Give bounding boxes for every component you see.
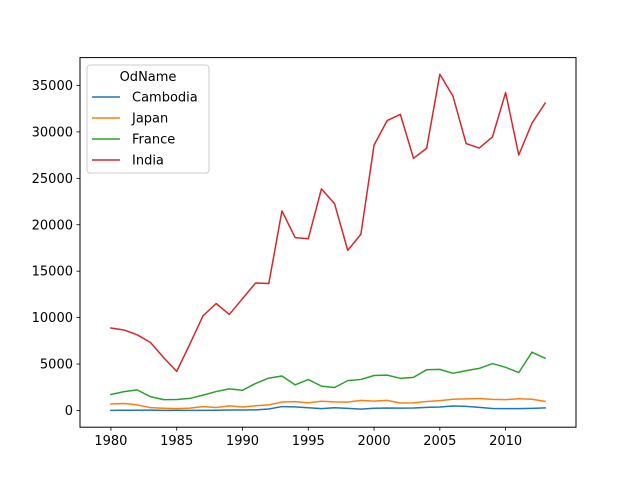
y-axis: 0 5000 10000 15000 20000 25000 30000 35000 — [32, 79, 80, 419]
y-tick-label: 30000 — [32, 125, 73, 140]
x-axis: 1980 1985 1990 1995 2000 2005 2010 — [94, 427, 522, 449]
plot-frame — [79, 57, 577, 428]
series-layer — [110, 73, 547, 412]
x-tick-label: 2005 — [423, 434, 456, 449]
legend-label-cambodia: Cambodia — [132, 91, 198, 106]
series-line-cambodia — [110, 405, 546, 412]
legend-title: OdName — [120, 70, 177, 85]
y-tick-label: 25000 — [32, 172, 73, 187]
y-tick-label: 10000 — [32, 311, 73, 326]
y-tick-label: 35000 — [32, 79, 73, 94]
legend: OdName Cambodia Japan France India — [86, 64, 210, 174]
x-tick-label: 1995 — [292, 434, 325, 449]
x-tick-label: 1980 — [94, 434, 127, 449]
legend-label-india: India — [132, 154, 164, 169]
y-tick-label: 15000 — [32, 265, 73, 280]
y-tick-label: 5000 — [40, 358, 73, 373]
legend-box — [86, 64, 210, 174]
series-line-japan — [110, 397, 546, 410]
legend-label-france: France — [132, 133, 175, 148]
x-tick-label: 1990 — [226, 434, 259, 449]
y-tick-label: 0 — [65, 404, 73, 419]
series-line-france — [110, 351, 547, 401]
legend-label-japan: Japan — [131, 112, 168, 127]
y-tick-label: 20000 — [32, 218, 73, 233]
legend-entries: Cambodia Japan France India — [92, 91, 198, 169]
x-tick-label: 2000 — [358, 434, 391, 449]
x-tick-label: 1985 — [160, 434, 193, 449]
x-tick-label: 2010 — [489, 434, 522, 449]
series-line-india — [110, 73, 547, 373]
